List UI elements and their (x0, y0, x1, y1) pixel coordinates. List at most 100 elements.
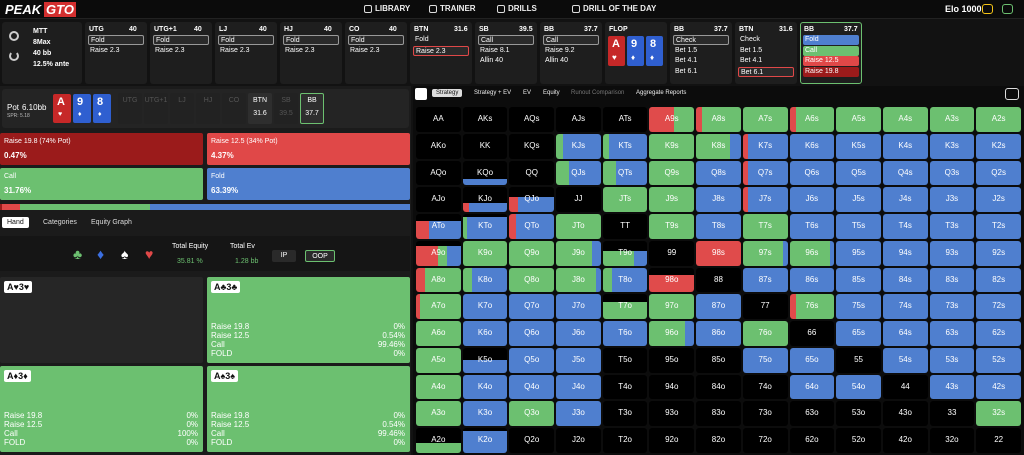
hand-cell[interactable]: K3o (462, 401, 508, 427)
hand-cell[interactable]: QTo (509, 214, 555, 239)
action-option[interactable]: Fold (283, 35, 339, 45)
nav-item[interactable]: DRILL OF THE DAY (583, 4, 657, 13)
hand-cell[interactable]: Q8s (696, 160, 741, 186)
suit-filter[interactable]: ♦ (97, 246, 105, 262)
nav-icon[interactable] (497, 5, 505, 13)
player-chip[interactable] (118, 93, 142, 124)
hand-cell[interactable]: K4o (462, 374, 508, 400)
hand-cell[interactable]: A3o (416, 401, 461, 427)
hand-cell[interactable]: 82s (976, 267, 1021, 293)
hand-cell[interactable]: QTs (602, 160, 648, 186)
hand-cell[interactable]: 43o (882, 401, 928, 427)
hand-cell[interactable]: 86s (789, 267, 835, 293)
hand-cell[interactable]: 73s (929, 294, 975, 320)
suit-filter[interactable]: ♣ (73, 246, 83, 262)
action-option[interactable]: Bet 1.5 (675, 46, 698, 54)
hand-cell[interactable]: KQs (509, 133, 555, 159)
hand-cell[interactable]: J5o (556, 347, 601, 373)
hand-cell[interactable]: 77 (742, 294, 788, 320)
strategy-box[interactable] (207, 133, 410, 165)
hand-cell[interactable]: T9o (602, 240, 648, 266)
hand-cell[interactable]: A3s (929, 107, 975, 132)
player-chip[interactable] (222, 93, 246, 124)
hand-cell[interactable]: 98s (696, 240, 741, 266)
toggle[interactable]: OOP (305, 250, 335, 262)
hand-cell[interactable]: T6o (602, 321, 648, 346)
action-card[interactable] (475, 22, 537, 84)
hand-cell[interactable]: J4s (882, 187, 928, 213)
action-option[interactable]: Raise 8.1 (480, 46, 510, 54)
hand-cell[interactable]: 92o (649, 428, 695, 453)
hand-cell[interactable]: QJo (509, 187, 555, 213)
hand-cell[interactable]: 97o (649, 294, 695, 320)
grid-icon[interactable] (415, 88, 427, 100)
hand-cell[interactable]: 74o (742, 374, 788, 400)
hand-cell[interactable]: 76s (789, 294, 835, 320)
hand-cell[interactable]: T6s (789, 214, 835, 239)
hand-cell[interactable]: 73o (742, 401, 788, 427)
action-option[interactable]: Fold (218, 35, 274, 45)
chat-icon[interactable] (1002, 4, 1013, 14)
hand-cell[interactable]: 72o (742, 428, 788, 453)
hand-cell[interactable]: 93o (649, 401, 695, 427)
hand-cell[interactable]: 98o (649, 267, 695, 293)
hand-cell[interactable]: K7o (462, 294, 508, 320)
strategy-box[interactable] (0, 168, 203, 200)
hand-cell[interactable]: K5o (462, 347, 508, 373)
player-chip[interactable] (196, 93, 220, 124)
hand-cell[interactable]: T5s (836, 214, 881, 239)
hand-cell[interactable]: T9s (649, 214, 695, 239)
action-option[interactable]: Bet 4.1 (675, 57, 698, 64)
hand-cell[interactable]: A6s (789, 107, 835, 132)
hand-cell[interactable]: T7s (742, 214, 788, 239)
action-card[interactable] (150, 22, 212, 84)
hand-cell[interactable]: J9s (649, 187, 695, 213)
hand-cell[interactable]: J9o (556, 240, 601, 266)
hand-cell[interactable]: K2s (976, 133, 1021, 159)
hand-cell[interactable]: K6o (462, 321, 508, 346)
action-option[interactable]: Bet 4.1 (740, 57, 763, 64)
hand-cell[interactable]: Q9o (509, 240, 555, 266)
hand-cell[interactable]: Q4o (509, 374, 555, 400)
hand-cell[interactable]: Q6o (509, 321, 555, 346)
nav-item[interactable]: LIBRARY (375, 4, 411, 13)
suit-filter[interactable]: ♠ (121, 246, 129, 262)
hand-cell[interactable]: A9o (416, 240, 461, 266)
hand-cell[interactable]: 96o (649, 321, 695, 346)
hand-cell[interactable]: 54s (882, 347, 928, 373)
hand-cell[interactable]: 32s (976, 401, 1021, 427)
grid-tab[interactable]: Strategy + EV (474, 90, 512, 96)
controller-icon[interactable] (1005, 88, 1019, 100)
hand-cell[interactable]: AQo (416, 160, 461, 186)
action-card[interactable] (540, 22, 602, 84)
hand-cell[interactable]: K6s (789, 133, 835, 159)
hand-cell[interactable]: 75s (836, 294, 881, 320)
hand-cell[interactable]: 42s (976, 374, 1021, 400)
hand-cell[interactable]: 83s (929, 267, 975, 293)
hand-cell[interactable]: 32o (929, 428, 975, 453)
action-option[interactable]: Raise 2.3 (90, 46, 120, 54)
hand-cell[interactable]: J8s (696, 187, 741, 213)
hand-cell[interactable]: Q5o (509, 347, 555, 373)
hand-cell[interactable]: J4o (556, 374, 601, 400)
action-option[interactable]: Allin 40 (545, 57, 568, 64)
tab[interactable]: Equity Graph (91, 219, 132, 226)
hand-cell[interactable]: 66 (789, 321, 835, 346)
hand-cell[interactable]: 85s (836, 267, 881, 293)
hand-cell[interactable]: Q2o (509, 428, 555, 453)
strategy-box[interactable] (0, 133, 203, 165)
hand-cell[interactable]: K9o (462, 240, 508, 266)
hand-cell[interactable]: KK (462, 133, 508, 159)
hand-cell[interactable]: Q7s (742, 160, 788, 186)
hand-cell[interactable]: J2s (976, 187, 1021, 213)
action-option[interactable]: Raise 2.3 (413, 45, 469, 56)
hand-cell[interactable]: 54o (836, 374, 881, 400)
hand-cell[interactable]: AQs (509, 107, 555, 132)
hand-cell[interactable]: 95o (649, 347, 695, 373)
hand-cell[interactable]: 64s (882, 321, 928, 346)
hand-cell[interactable]: J6o (556, 321, 601, 346)
hand-cell[interactable]: 99 (649, 240, 695, 266)
action-card[interactable] (85, 22, 147, 84)
action-option[interactable]: Raise 12.5 (803, 56, 859, 66)
action-option[interactable]: Call (543, 35, 599, 45)
